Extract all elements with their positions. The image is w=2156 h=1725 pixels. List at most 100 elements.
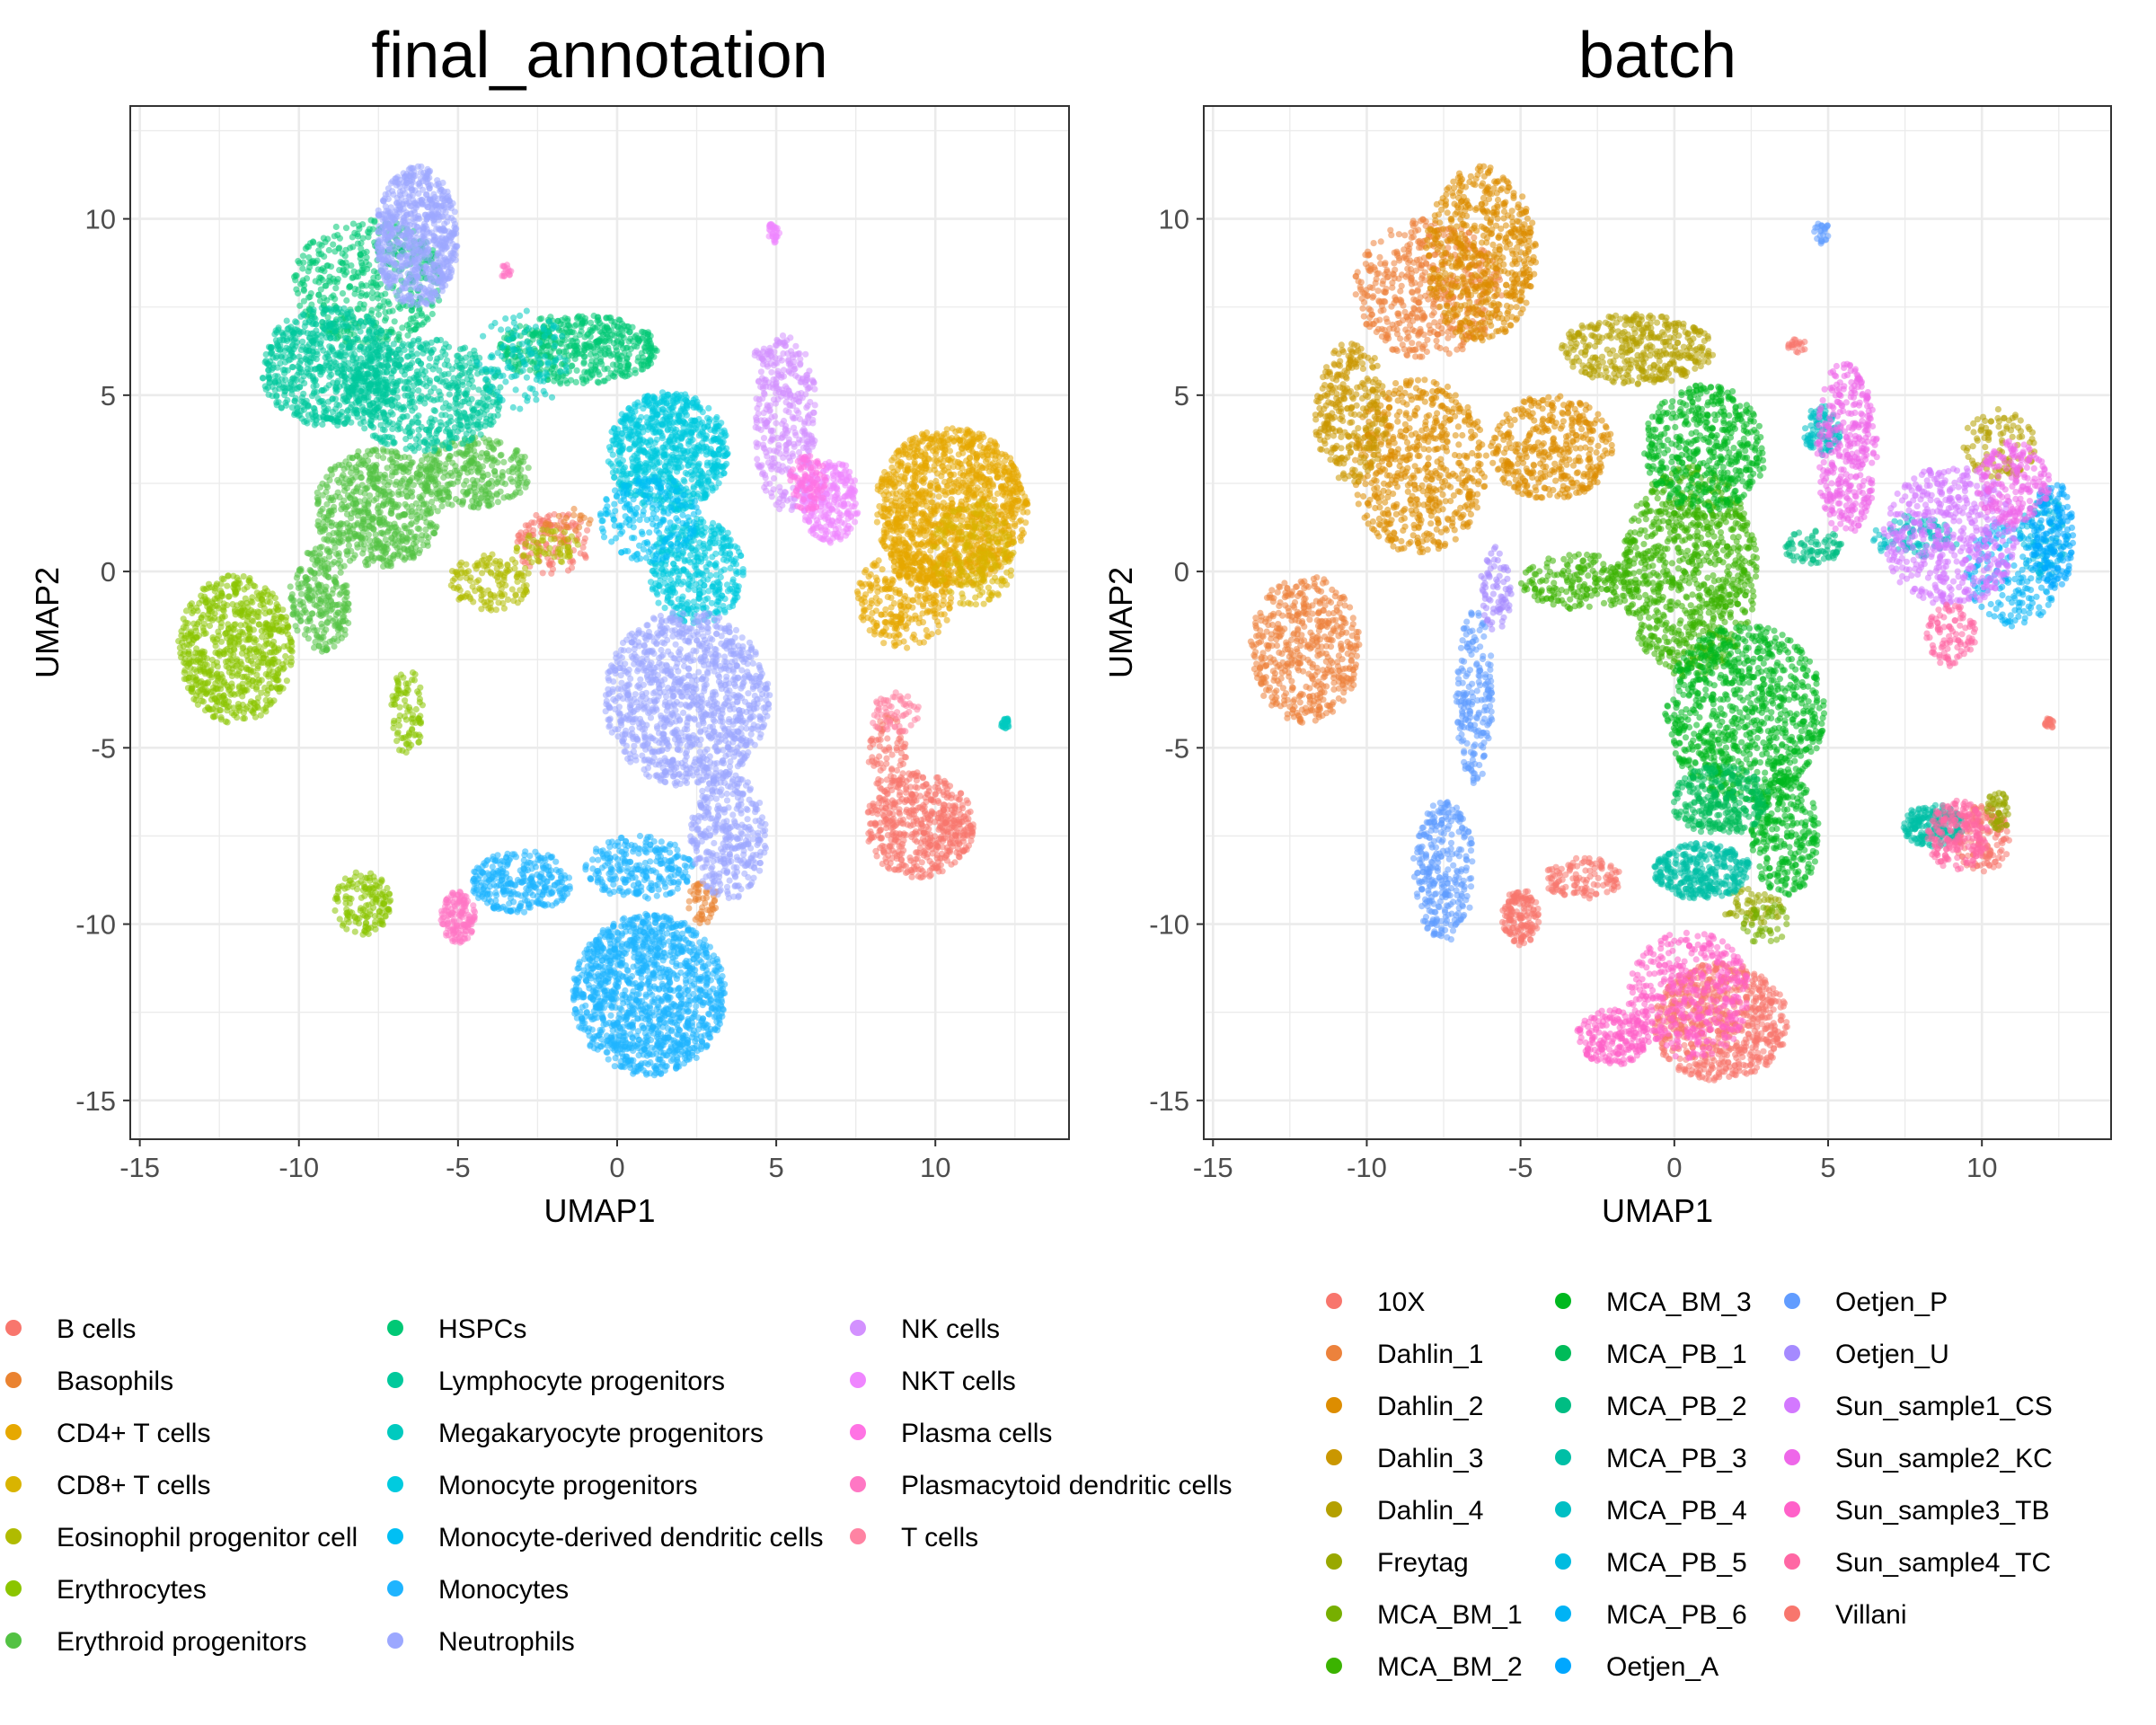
point xyxy=(949,811,956,818)
point xyxy=(984,486,991,494)
point xyxy=(400,674,407,681)
point xyxy=(380,562,387,571)
point xyxy=(317,564,324,571)
point xyxy=(367,466,375,474)
point xyxy=(403,493,411,500)
point xyxy=(951,577,959,584)
point xyxy=(941,854,949,862)
point xyxy=(930,505,937,512)
point xyxy=(375,537,382,544)
point xyxy=(919,873,926,880)
point xyxy=(398,491,405,498)
point xyxy=(911,829,918,837)
point xyxy=(890,454,897,461)
point xyxy=(380,447,387,456)
point xyxy=(900,595,907,602)
point xyxy=(330,586,337,593)
point xyxy=(270,675,277,683)
point xyxy=(876,597,883,605)
point xyxy=(377,529,384,537)
point xyxy=(981,555,988,562)
point xyxy=(379,921,386,928)
point xyxy=(953,829,960,836)
point xyxy=(913,777,920,784)
point xyxy=(876,753,883,760)
point xyxy=(266,608,273,615)
point xyxy=(380,889,387,896)
point xyxy=(530,536,537,544)
point xyxy=(897,749,906,757)
point xyxy=(246,629,253,636)
point xyxy=(904,644,911,651)
point xyxy=(250,618,257,625)
point xyxy=(204,680,211,687)
point xyxy=(883,776,890,783)
point xyxy=(188,600,195,607)
point xyxy=(946,588,953,595)
point xyxy=(879,860,886,868)
point xyxy=(305,615,313,623)
point xyxy=(570,505,578,513)
point xyxy=(468,457,476,464)
point xyxy=(418,497,426,504)
point xyxy=(393,503,401,511)
point xyxy=(1000,463,1007,470)
point xyxy=(938,570,945,577)
point xyxy=(394,677,402,684)
point xyxy=(287,654,295,661)
point xyxy=(305,595,313,603)
point xyxy=(533,511,540,519)
point xyxy=(481,552,488,560)
point xyxy=(896,589,904,597)
point xyxy=(464,450,471,458)
point xyxy=(372,895,379,903)
point xyxy=(981,574,988,581)
point xyxy=(314,500,322,508)
point xyxy=(422,526,429,534)
point xyxy=(369,520,376,527)
point xyxy=(881,543,888,550)
point xyxy=(520,553,527,560)
point xyxy=(587,517,594,524)
point xyxy=(889,480,897,488)
point xyxy=(884,735,891,742)
point xyxy=(317,581,324,589)
point xyxy=(195,632,203,640)
point xyxy=(526,554,533,562)
point xyxy=(182,660,190,668)
point xyxy=(429,521,436,528)
point xyxy=(202,630,209,637)
point xyxy=(488,606,495,614)
point xyxy=(491,467,499,475)
point xyxy=(931,606,938,615)
point xyxy=(546,562,553,569)
point xyxy=(918,510,925,518)
point xyxy=(284,624,291,632)
point xyxy=(1007,572,1014,579)
point xyxy=(222,659,230,666)
point xyxy=(880,533,888,541)
point xyxy=(317,596,324,603)
point xyxy=(318,634,325,641)
point xyxy=(514,447,521,455)
point xyxy=(970,502,977,509)
point xyxy=(853,588,862,596)
point xyxy=(305,575,312,582)
point xyxy=(222,718,229,725)
point xyxy=(932,477,940,485)
point xyxy=(940,505,947,512)
point xyxy=(365,901,372,908)
point xyxy=(266,667,273,674)
point xyxy=(898,819,906,827)
point xyxy=(997,529,1004,536)
point xyxy=(555,512,562,520)
point xyxy=(315,642,323,650)
point xyxy=(1002,559,1009,566)
point xyxy=(939,844,946,851)
point xyxy=(345,536,352,544)
point xyxy=(903,806,910,813)
point xyxy=(972,486,979,494)
point xyxy=(515,484,523,491)
point xyxy=(200,649,208,656)
point xyxy=(232,621,239,628)
